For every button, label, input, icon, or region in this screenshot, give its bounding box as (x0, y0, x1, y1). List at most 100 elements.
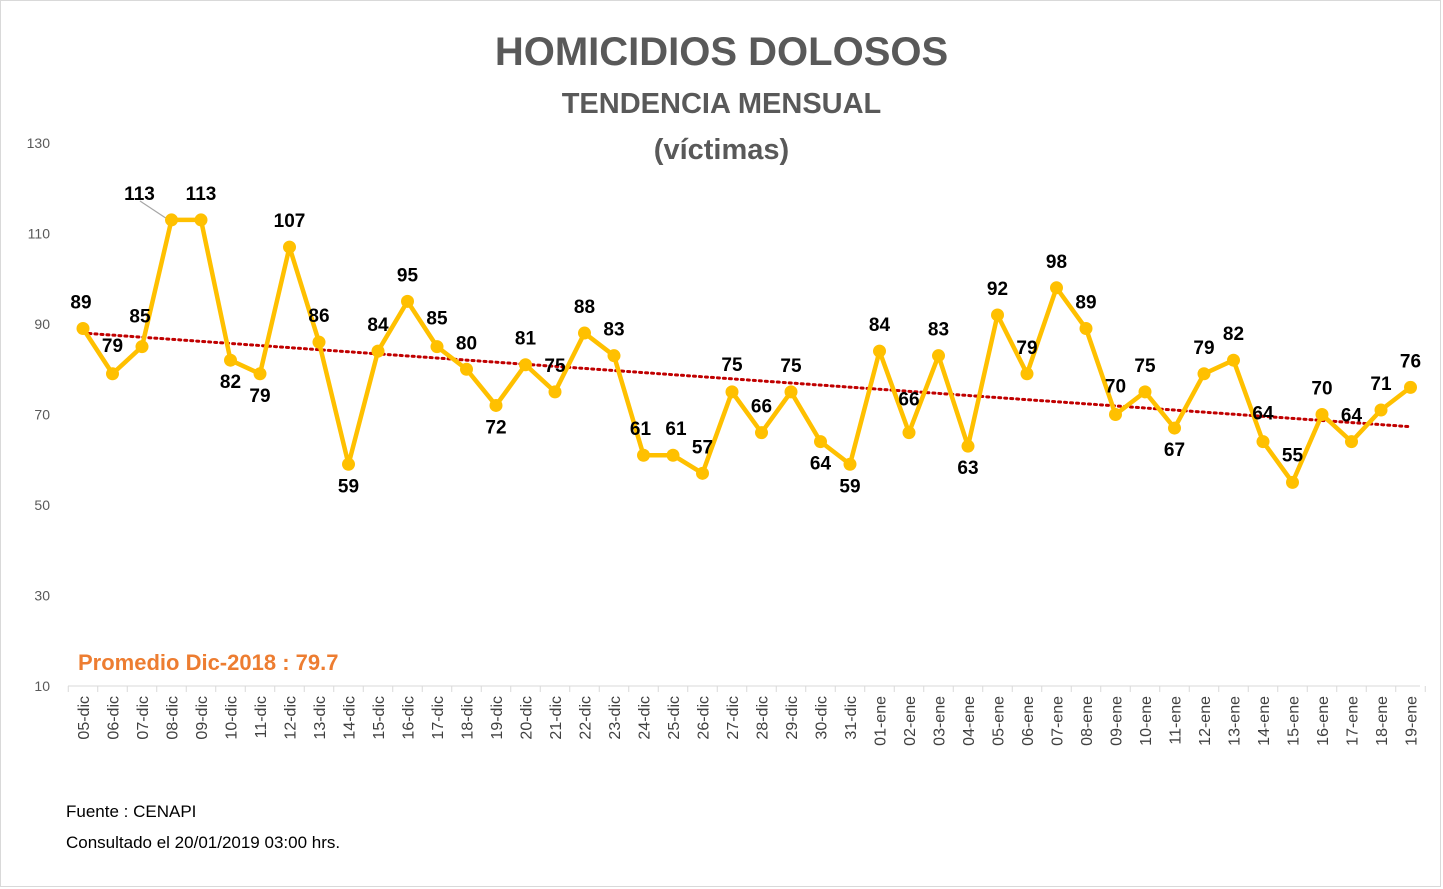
data-label: 66 (898, 390, 919, 411)
data-point (489, 398, 503, 412)
x-tick-label: 24-dic (637, 696, 654, 740)
data-label: 64 (810, 454, 832, 475)
data-label: 84 (869, 315, 891, 336)
data-label: 61 (630, 419, 652, 440)
x-tick-label: 19-ene (1404, 696, 1421, 746)
x-tick-label: 29-dic (784, 696, 801, 740)
data-label: 79 (102, 336, 123, 357)
x-tick-label: 16-ene (1315, 696, 1332, 746)
data-point (283, 240, 296, 254)
data-point (607, 349, 621, 363)
x-tick-label: 02-ene (902, 696, 919, 746)
data-point (224, 353, 237, 367)
data-label: 72 (485, 417, 506, 438)
data-label: 113 (124, 184, 155, 205)
y-tick-label: 90 (34, 316, 50, 332)
data-point (1168, 421, 1181, 435)
x-tick-label: 10-ene (1138, 696, 1155, 746)
data-label: 82 (1223, 324, 1244, 345)
data-label: 64 (1252, 404, 1274, 425)
source-text: Fuente : CENAPI (66, 802, 197, 821)
data-point (165, 213, 178, 227)
data-label: 113 (186, 184, 217, 205)
data-label: 79 (249, 386, 270, 407)
x-tick-label: 22-dic (578, 696, 595, 740)
x-tick-label: 13-ene (1227, 696, 1244, 746)
x-tick-label: 31-dic (843, 696, 860, 740)
data-point (519, 358, 532, 372)
data-label: 70 (1105, 377, 1126, 398)
x-tick-label: 16-dic (401, 696, 418, 740)
data-label: 75 (780, 356, 802, 377)
data-label: 92 (987, 279, 1008, 300)
data-point (253, 367, 267, 381)
data-point (1404, 380, 1417, 394)
data-point (578, 326, 591, 340)
data-point (1050, 281, 1063, 295)
x-tick-label: 06-dic (106, 696, 123, 740)
data-label: 57 (692, 437, 713, 458)
data-point (401, 294, 414, 308)
data-point (135, 340, 149, 354)
y-tick-label: 30 (34, 588, 50, 604)
x-tick-label: 26-dic (696, 696, 713, 740)
x-tick-label: 13-dic (312, 696, 329, 740)
x-tick-label: 23-dic (607, 696, 624, 740)
data-point (1286, 475, 1299, 489)
data-point (961, 439, 975, 453)
data-label: 76 (1400, 351, 1421, 372)
label-leader-line (139, 200, 166, 219)
x-tick-label: 15-dic (371, 696, 388, 740)
data-label: 70 (1311, 379, 1332, 400)
y-tick-label: 110 (28, 226, 51, 242)
data-label: 89 (70, 293, 91, 314)
data-label: 61 (665, 419, 687, 440)
data-label: 84 (367, 315, 389, 336)
x-tick-label: 17-ene (1345, 696, 1362, 746)
x-tick-label: 07-ene (1050, 696, 1067, 746)
x-tick-label: 01-ene (873, 696, 890, 746)
series-line (81, 217, 1412, 485)
data-label: 55 (1282, 445, 1304, 466)
data-label: 85 (129, 307, 151, 328)
x-tick-label: 14-ene (1256, 696, 1273, 746)
data-label: 95 (397, 265, 419, 286)
x-tick-label: 10-dic (224, 696, 241, 740)
data-point (1256, 435, 1270, 449)
data-label: 59 (839, 476, 860, 497)
x-tick-label: 19-dic (489, 696, 506, 740)
data-label: 75 (1134, 356, 1156, 377)
data-label: 67 (1164, 440, 1185, 461)
data-label: 75 (721, 355, 743, 376)
data-label: 83 (928, 320, 949, 341)
x-tick-label: 03-ene (932, 696, 949, 746)
data-point (873, 344, 886, 358)
data-label: 80 (456, 333, 477, 354)
chart-subtitle: TENDENCIA MENSUAL (561, 88, 882, 120)
chart-title: HOMICIDIOS DOLOSOS (494, 30, 949, 74)
data-label: 89 (1075, 293, 1096, 314)
data-point (371, 344, 385, 358)
data-label: 88 (574, 297, 595, 318)
y-tick-label: 130 (27, 135, 51, 151)
data-point (666, 448, 680, 462)
data-point (1374, 403, 1388, 417)
x-tick-label: 12-ene (1197, 696, 1214, 746)
data-point (548, 385, 562, 399)
data-point (991, 308, 1004, 322)
data-point (76, 322, 90, 336)
data-point (1138, 385, 1152, 399)
x-tick-label: 30-dic (814, 696, 831, 740)
data-point (1197, 367, 1211, 381)
data-label: 107 (274, 211, 306, 232)
x-tick-label: 04-ene (961, 696, 978, 746)
data-point (784, 385, 798, 399)
trendline (81, 331, 1412, 429)
data-point (342, 457, 355, 471)
data-point (932, 349, 945, 363)
x-tick-label: 28-dic (755, 696, 772, 740)
data-label: 81 (515, 329, 537, 350)
x-tick-label: 07-dic (135, 696, 152, 740)
